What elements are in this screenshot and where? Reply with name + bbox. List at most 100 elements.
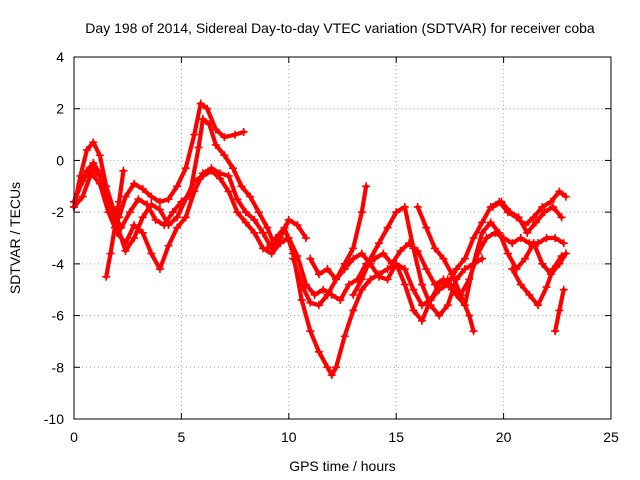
series-layer xyxy=(70,99,570,380)
y-tick-label: -8 xyxy=(52,359,65,375)
data-point xyxy=(216,174,225,183)
data-point xyxy=(549,202,558,211)
data-point xyxy=(147,249,156,258)
data-point xyxy=(396,246,405,255)
data-point xyxy=(357,249,366,258)
data-point xyxy=(173,213,182,222)
data-point xyxy=(349,254,358,263)
data-point xyxy=(173,182,182,191)
data-point xyxy=(203,104,212,113)
data-point xyxy=(417,301,426,310)
series-line xyxy=(71,166,309,272)
data-point xyxy=(102,272,111,281)
x-tick-label: 0 xyxy=(70,429,78,445)
data-point xyxy=(538,259,547,268)
data-point xyxy=(293,221,302,230)
data-point xyxy=(497,197,506,206)
y-axis-label: SDTVAR / TECUs xyxy=(7,182,23,294)
data-point xyxy=(147,200,156,209)
data-point xyxy=(448,270,457,279)
data-point xyxy=(362,182,371,191)
data-point xyxy=(392,259,401,268)
data-point xyxy=(357,275,366,284)
data-point xyxy=(460,254,469,263)
data-point xyxy=(469,259,478,268)
axes: 0 5 10 15 20 25 -10 -8 -6 -4 -2 0 2 4 xyxy=(44,49,619,445)
data-point xyxy=(250,215,259,224)
data-point xyxy=(344,280,353,289)
data-point xyxy=(523,228,532,237)
data-point xyxy=(482,234,491,242)
plot-frame xyxy=(73,56,612,420)
data-point xyxy=(198,171,207,180)
data-point xyxy=(211,140,220,149)
data-point xyxy=(478,228,487,237)
x-tick-label: 5 xyxy=(178,429,186,445)
data-point xyxy=(529,239,538,248)
data-point xyxy=(426,301,435,310)
data-point xyxy=(469,327,478,336)
data-point xyxy=(228,164,237,173)
data-point xyxy=(220,151,229,160)
data-point xyxy=(383,275,392,284)
series-track-7 xyxy=(306,182,371,284)
data-point xyxy=(549,265,558,274)
data-point xyxy=(542,234,551,242)
series-line xyxy=(308,184,369,282)
y-tick-label: -10 xyxy=(44,411,64,427)
data-point xyxy=(495,228,504,237)
data-point xyxy=(110,223,119,232)
data-point xyxy=(190,177,199,186)
data-point xyxy=(78,177,87,186)
data-point xyxy=(435,285,444,294)
data-point xyxy=(409,244,418,253)
data-point xyxy=(194,143,203,152)
data-point xyxy=(375,239,384,248)
data-point xyxy=(323,265,332,274)
data-point xyxy=(231,130,240,139)
data-point xyxy=(151,215,160,224)
series-track-1 xyxy=(70,99,248,222)
data-point xyxy=(106,249,115,258)
data-point xyxy=(314,270,323,279)
data-point xyxy=(559,239,568,248)
data-point xyxy=(130,234,139,242)
data-point xyxy=(508,265,517,274)
data-point xyxy=(241,208,250,217)
data-point xyxy=(125,208,134,217)
data-point xyxy=(263,244,272,253)
data-point xyxy=(181,164,190,173)
data-point xyxy=(516,280,525,289)
data-point xyxy=(430,244,439,253)
data-point xyxy=(542,283,551,292)
data-point xyxy=(383,223,392,232)
data-point xyxy=(557,252,566,261)
x-axis-label: GPS time / hours xyxy=(289,458,396,474)
data-point xyxy=(155,265,164,274)
data-point xyxy=(173,223,182,232)
data-point xyxy=(533,301,542,310)
data-point xyxy=(514,213,523,222)
data-point xyxy=(95,171,104,180)
data-point xyxy=(422,223,431,232)
data-point xyxy=(246,192,255,201)
y-tick-label: 0 xyxy=(56,152,64,168)
data-point xyxy=(121,192,130,201)
data-point xyxy=(516,234,525,242)
data-point xyxy=(366,275,375,284)
data-point xyxy=(207,166,216,175)
data-point xyxy=(435,311,444,320)
data-point xyxy=(130,221,139,230)
data-point xyxy=(400,202,409,211)
data-point xyxy=(349,290,358,299)
data-point xyxy=(555,306,564,315)
data-point xyxy=(280,223,289,232)
series-track-3 xyxy=(70,164,310,274)
data-point xyxy=(409,306,418,315)
data-point xyxy=(357,208,366,217)
data-point xyxy=(289,254,298,263)
data-point xyxy=(224,171,233,180)
data-point xyxy=(181,213,190,222)
data-point xyxy=(138,184,147,193)
